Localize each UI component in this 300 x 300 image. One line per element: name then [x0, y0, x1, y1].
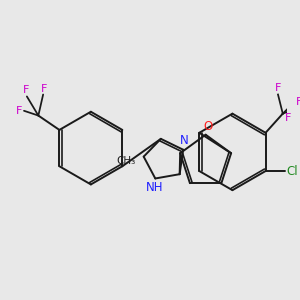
- Text: F: F: [296, 97, 300, 107]
- Text: F: F: [275, 82, 281, 93]
- Text: CH₃: CH₃: [117, 156, 136, 167]
- Text: F: F: [23, 85, 29, 95]
- Text: Cl: Cl: [286, 164, 298, 178]
- Text: NH: NH: [146, 181, 163, 194]
- Text: F: F: [284, 113, 291, 123]
- Text: O: O: [203, 120, 212, 133]
- Text: F: F: [16, 106, 22, 116]
- Text: N: N: [180, 134, 188, 147]
- Text: F: F: [41, 84, 47, 94]
